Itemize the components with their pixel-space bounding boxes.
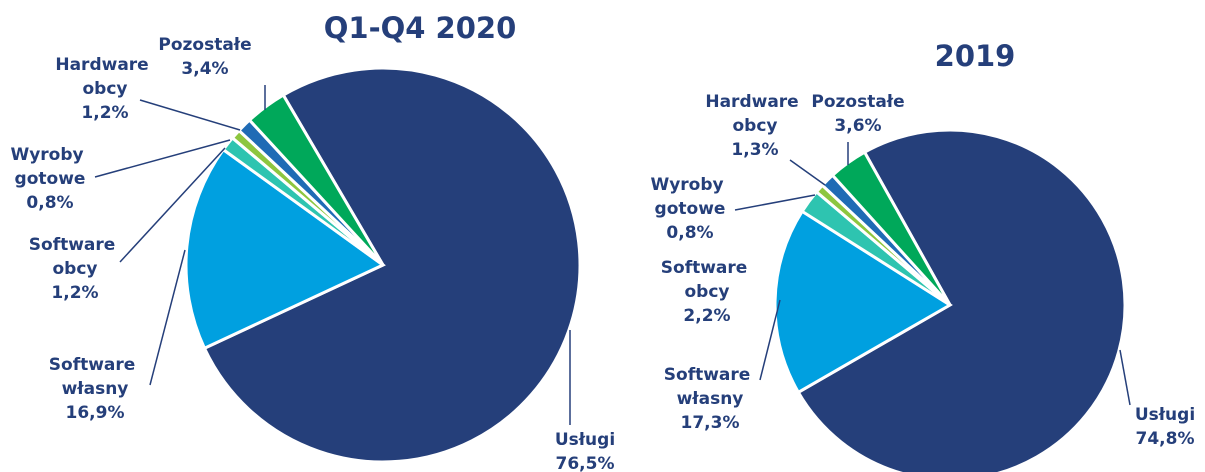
slice-label: Software obcy bbox=[29, 235, 121, 279]
slice-label: Software własny bbox=[49, 355, 141, 399]
leader-line bbox=[789, 159, 826, 186]
leader-line bbox=[1119, 349, 1131, 406]
slice-value-label: 17,3% bbox=[681, 413, 740, 433]
slice-value-label: 74,8% bbox=[1136, 429, 1195, 449]
slice-value-label: 0,8% bbox=[666, 223, 713, 243]
leader-line bbox=[139, 99, 241, 131]
slice-value-label: 3,4% bbox=[181, 59, 228, 79]
slice-label: Usługi bbox=[1135, 405, 1195, 425]
slice-label: Usługi bbox=[555, 430, 615, 450]
slice-value-label: 2,2% bbox=[683, 306, 730, 326]
slice-value-label: 76,5% bbox=[556, 454, 615, 472]
leader-line bbox=[759, 299, 781, 381]
slice-value-label: 0,8% bbox=[26, 193, 73, 213]
slice-label: Pozostałe bbox=[811, 92, 904, 112]
slice-label: Hardware obcy bbox=[55, 55, 154, 99]
slice-label: Wyroby gotowe bbox=[650, 175, 729, 219]
slice-label: Wyroby gotowe bbox=[10, 145, 89, 189]
slice-value-label: 1,2% bbox=[81, 103, 128, 123]
chart-title: 2019 bbox=[935, 39, 1016, 73]
leader-line bbox=[149, 249, 186, 386]
slice-value-label: 16,9% bbox=[66, 403, 125, 423]
slice-label: Hardware obcy bbox=[705, 92, 804, 136]
slice-label: Pozostałe bbox=[158, 35, 251, 55]
pie-slice bbox=[773, 209, 953, 395]
pie-slice bbox=[247, 93, 385, 267]
slice-value-label: 1,2% bbox=[51, 283, 98, 303]
chart-title: Q1-Q4 2020 bbox=[324, 11, 517, 45]
leader-line bbox=[119, 147, 226, 263]
leader-line bbox=[94, 139, 231, 178]
slice-value-label: 1,3% bbox=[731, 140, 778, 160]
pie-slice bbox=[184, 147, 386, 351]
slice-label: Software obcy bbox=[661, 258, 753, 302]
slice-value-label: 3,6% bbox=[834, 116, 881, 136]
pie-slice bbox=[796, 128, 1127, 472]
slice-label: Software własny bbox=[664, 365, 756, 409]
leader-line bbox=[734, 194, 816, 211]
pie-slice bbox=[202, 66, 582, 464]
